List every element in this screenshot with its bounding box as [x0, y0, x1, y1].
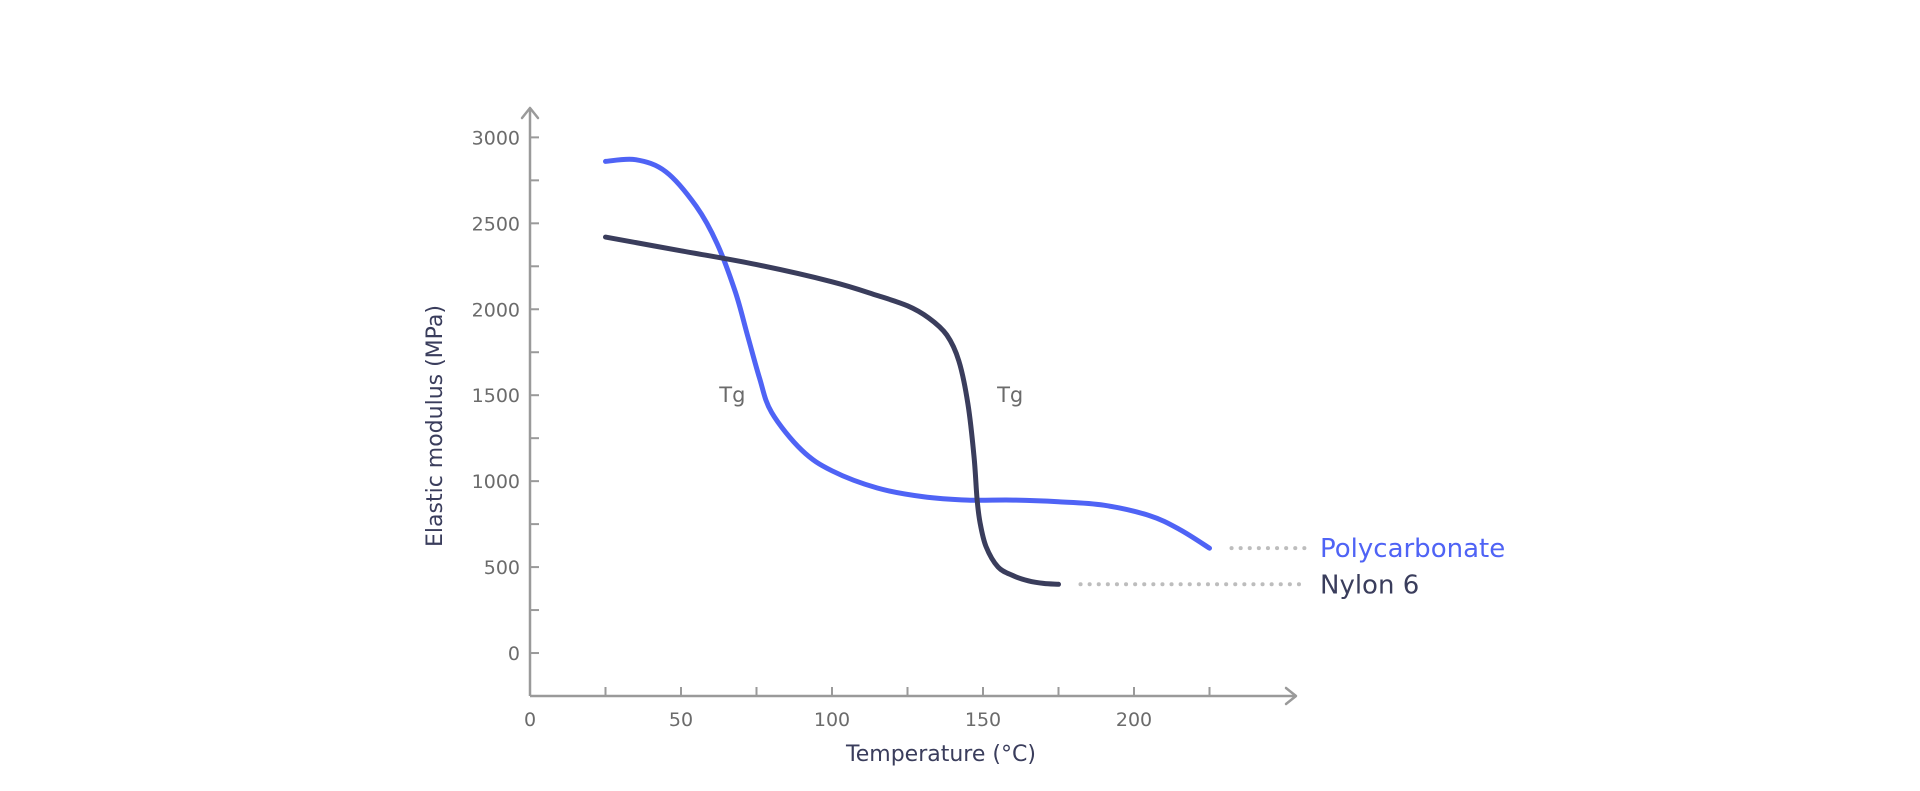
y-tick-label: 3000	[472, 127, 520, 149]
y-axis-arrow	[520, 106, 540, 120]
legend-label-polycarbonate: Polycarbonate	[1320, 534, 1505, 564]
y-tick-label: 500	[484, 557, 520, 579]
x-tick-label: 200	[1116, 709, 1152, 731]
legend-label-nylon-6: Nylon 6	[1320, 570, 1419, 600]
x-tick-label: 150	[965, 709, 1001, 731]
y-tick-label: 0	[508, 643, 520, 665]
x-tick-label: 100	[814, 709, 850, 731]
series-line-polycarbonate	[603, 156, 1212, 551]
x-axis-arrow	[1284, 686, 1298, 706]
y-tick-label: 2000	[472, 299, 520, 321]
x-tick-label: 50	[669, 709, 693, 731]
tg-annotation: Tg	[718, 383, 745, 407]
y-tick-label: 2500	[472, 213, 520, 235]
x-tick-label: 0	[524, 709, 536, 731]
y-axis-title: Elastic modulus (MPa)	[423, 305, 448, 547]
tg-annotation: Tg	[996, 383, 1023, 407]
y-tick-label: 1000	[472, 471, 520, 493]
x-axis-title: Temperature (°C)	[845, 742, 1036, 767]
series-line-nylon-6	[603, 234, 1061, 587]
y-tick-label: 1500	[472, 385, 520, 407]
